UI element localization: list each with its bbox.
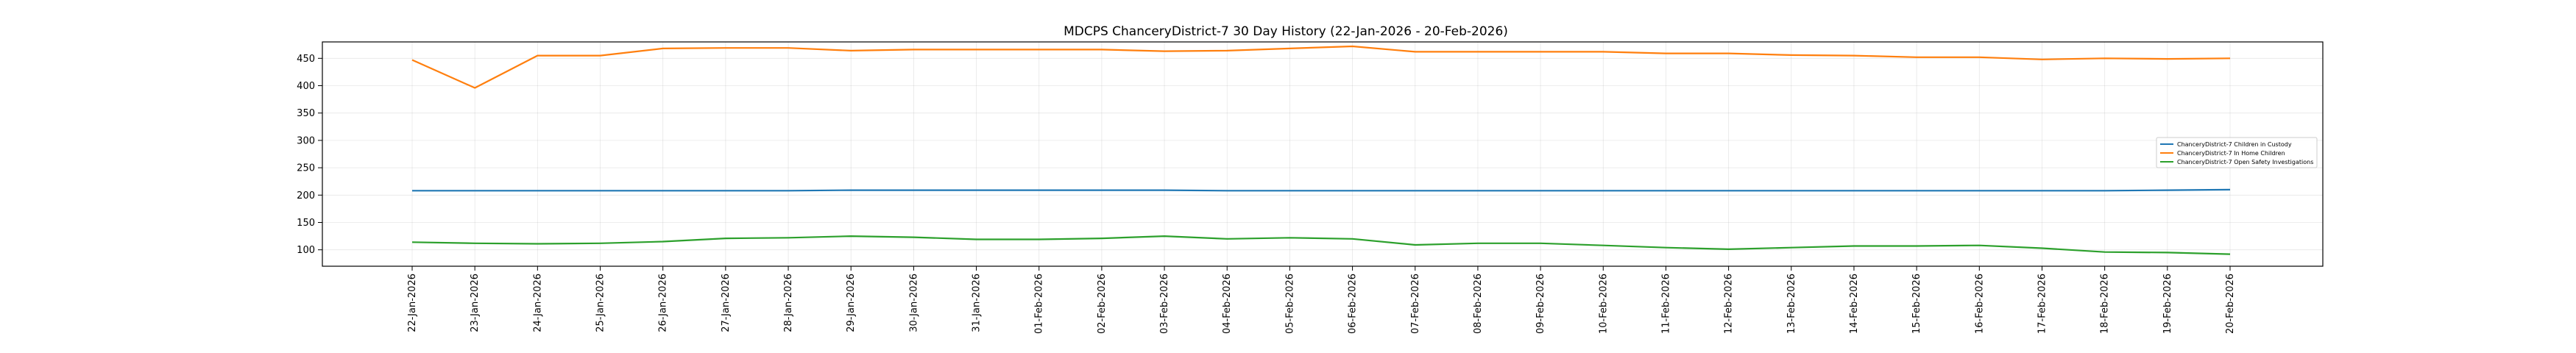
x-tick-label: 27-Jan-2026 [721, 274, 732, 332]
x-tick-label: 15-Feb-2026 [1911, 274, 1922, 334]
x-tick-label: 26-Jan-2026 [658, 274, 669, 332]
x-tick-label: 12-Feb-2026 [1724, 274, 1735, 334]
x-tick-label: 06-Feb-2026 [1348, 274, 1359, 334]
x-tick-label: 04-Feb-2026 [1222, 274, 1233, 334]
y-tick-label: 450 [297, 54, 315, 65]
series-line-3 [411, 235, 2231, 255]
y-tick-label: 400 [297, 81, 315, 92]
x-tick-label: 20-Feb-2026 [2225, 274, 2236, 334]
plot-frame [322, 41, 2324, 267]
chart-title: MDCPS ChanceryDistrict-7 30 Day History … [1064, 24, 1508, 39]
x-tick-label: 19-Feb-2026 [2162, 274, 2173, 334]
series-line-2 [411, 45, 2231, 89]
x-tick-label: 28-Jan-2026 [783, 274, 794, 332]
x-tick-label: 13-Feb-2026 [1786, 274, 1797, 334]
x-tick-label: 23-Jan-2026 [470, 274, 481, 332]
legend-label: ChanceryDistrict-7 Open Safety Investiga… [2177, 159, 2313, 165]
x-tick-label: 05-Feb-2026 [1284, 274, 1295, 334]
x-tick-label: 30-Jan-2026 [908, 274, 919, 332]
x-tick-label: 18-Feb-2026 [2100, 274, 2111, 334]
x-axis: 22-Jan-2026 23-Jan-2026 24-Jan-2026 25-Jan-… [407, 266, 2236, 334]
x-tick-label: 11-Feb-2026 [1660, 274, 1671, 334]
y-tick-label: 250 [297, 163, 315, 174]
legend-label: ChanceryDistrict-7 In Home Children [2177, 150, 2285, 157]
x-tick-label: 01-Feb-2026 [1034, 274, 1045, 334]
series-lines [411, 45, 2231, 255]
legend: ChanceryDistrict-7 Children in Custody Ch… [2156, 137, 2318, 168]
x-tick-label: 07-Feb-2026 [1410, 274, 1421, 334]
x-tick-label: 14-Feb-2026 [1849, 274, 1860, 334]
legend-box [2156, 137, 2318, 168]
x-tick-label: 10-Feb-2026 [1598, 274, 1609, 334]
y-tick-label: 200 [297, 190, 315, 202]
x-tick-label: 17-Feb-2026 [2037, 274, 2048, 334]
y-tick-label: 350 [297, 108, 315, 119]
x-tick-label: 29-Jan-2026 [846, 274, 857, 332]
x-tick-label: 08-Feb-2026 [1473, 274, 1484, 334]
x-tick-label: 31-Jan-2026 [972, 274, 983, 332]
y-tick-label: 150 [297, 218, 315, 229]
grid [322, 42, 2323, 266]
x-tick-label: 03-Feb-2026 [1159, 274, 1170, 334]
x-tick-label: 22-Jan-2026 [407, 274, 418, 332]
x-tick-label: 25-Jan-2026 [595, 274, 606, 332]
y-tick-label: 300 [297, 135, 315, 146]
y-axis: 100 150 200 250 300 350 400 450 [297, 54, 322, 256]
x-tick-label: 09-Feb-2026 [1535, 274, 1546, 334]
x-tick-label: 24-Jan-2026 [532, 274, 543, 332]
y-tick-label: 100 [297, 245, 315, 256]
x-tick-label: 16-Feb-2026 [1974, 274, 1985, 334]
x-tick-label: 02-Feb-2026 [1097, 274, 1108, 334]
legend-label: ChanceryDistrict-7 Children in Custody [2177, 141, 2292, 148]
